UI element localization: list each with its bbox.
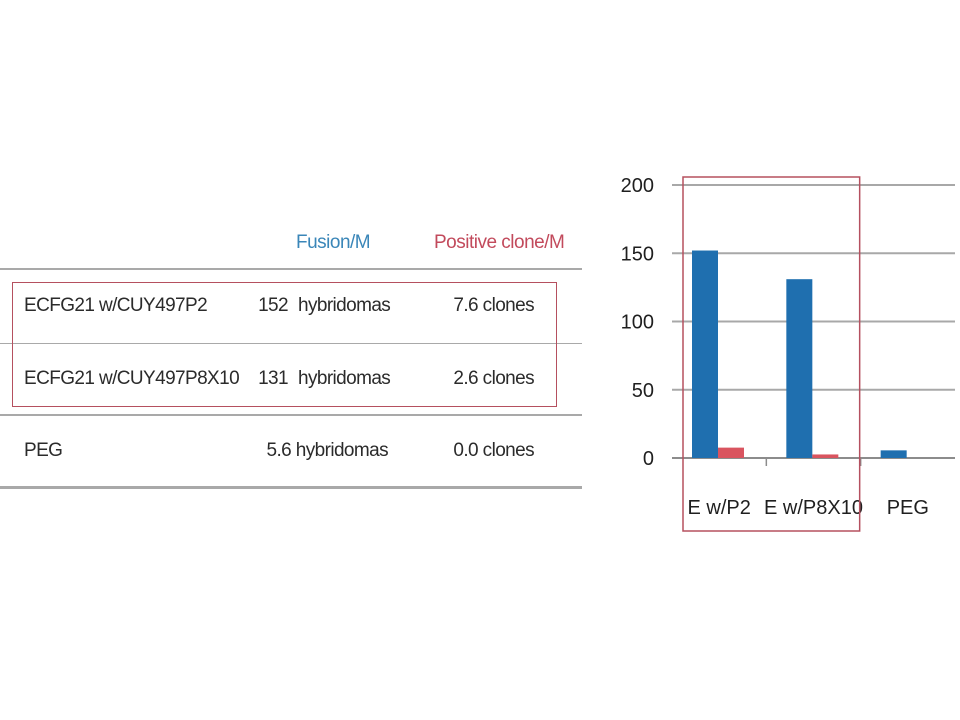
x-tick-label: E w/P2 (687, 497, 750, 519)
x-tick-label: PEG (887, 497, 929, 519)
y-tick-label: 100 (621, 312, 654, 334)
clone-value: 2.6 clones (453, 368, 534, 389)
positive-clone-bar (812, 454, 839, 458)
table-bottom-rule (0, 486, 582, 489)
row-name: ECFG21 w/CUY497P8X10 (24, 368, 240, 389)
table-top-rule (0, 268, 582, 270)
y-tick-label: 50 (632, 380, 654, 402)
y-tick-label: 200 (621, 175, 654, 197)
row-name: PEG (24, 440, 63, 461)
fusion-bar (880, 450, 907, 458)
chart-highlight-box (682, 176, 861, 532)
fusion-header: Fusion/M (296, 232, 371, 253)
row-divider (0, 343, 582, 344)
y-tick-label: 150 (621, 243, 654, 265)
fusion-bar (786, 279, 813, 458)
fusion-unit: hybridomas (298, 295, 391, 316)
positive-clone-bar (718, 447, 744, 458)
highlight-box (12, 282, 557, 407)
clone-value: 0.0 clones (453, 440, 534, 461)
row-name: ECFG21 w/CUY497P2 (24, 295, 208, 316)
bar-chart: 0 50 100 150 200 E w/P2 E w/P8X10 PEG (621, 175, 955, 532)
fusion-value: 131 (258, 368, 289, 389)
fusion-value: 5.6 hybridomas (266, 440, 388, 461)
clone-value: 7.6 clones (453, 295, 534, 316)
positive-clone-header: Positive clone/M (434, 232, 565, 253)
fusion-value: 152 (258, 295, 289, 316)
fusion-bar (692, 250, 718, 458)
fusion-unit: hybridomas (298, 368, 391, 389)
row-divider (0, 414, 582, 416)
y-tick-label: 0 (643, 448, 654, 470)
x-tick-label: E w/P8X10 (764, 497, 863, 519)
